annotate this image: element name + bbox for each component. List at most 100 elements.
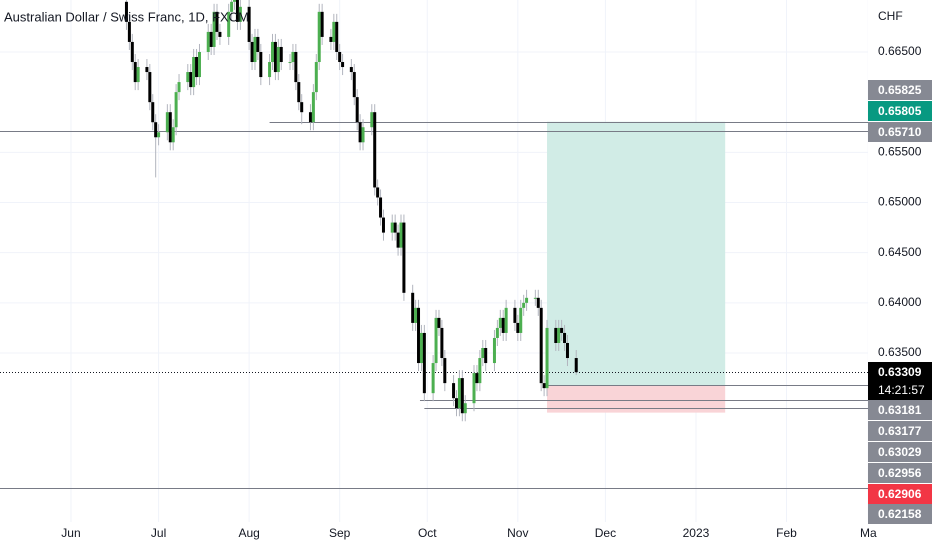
candle-body xyxy=(501,317,505,333)
candle-body xyxy=(516,322,520,333)
x-tick-label: Dec xyxy=(595,526,616,540)
candle-body xyxy=(554,327,558,343)
candle-body xyxy=(136,67,140,83)
candle-body xyxy=(130,41,134,63)
candle-body xyxy=(454,398,458,409)
candle-body xyxy=(437,317,441,328)
candle-body xyxy=(393,222,397,233)
candle-body xyxy=(402,222,406,293)
candle-body xyxy=(440,327,444,359)
candle-body xyxy=(233,0,237,2)
price-badge-label: 0.62956 xyxy=(878,466,922,480)
candle-body xyxy=(475,373,479,384)
candle-body xyxy=(273,41,277,73)
price-badge xyxy=(868,362,932,400)
price-badge-label: 0.63029 xyxy=(878,445,922,459)
price-lines xyxy=(0,122,868,489)
price-badge-label: 0.65710 xyxy=(878,125,922,139)
candle-body xyxy=(460,378,464,414)
candle-body xyxy=(498,317,502,328)
candle-body xyxy=(519,307,523,333)
price-badge-label: 0.63309 xyxy=(878,365,922,379)
profit-zone xyxy=(547,121,726,386)
candle-body xyxy=(355,97,359,123)
candle-body xyxy=(157,132,161,138)
candle-body xyxy=(151,102,155,123)
price-badge-label: 0.62906 xyxy=(878,487,922,501)
price-badge xyxy=(868,80,932,100)
candle-body xyxy=(206,31,210,52)
candle-body xyxy=(560,327,564,333)
candle-body xyxy=(197,51,201,78)
candle-body xyxy=(513,307,517,323)
price-badge-label: 0.62158 xyxy=(878,507,922,521)
y-tick-label: 0.64000 xyxy=(878,295,922,309)
candle-body xyxy=(212,11,216,47)
price-badge-label: 0.63177 xyxy=(878,424,922,438)
position-tool xyxy=(547,121,726,413)
candle-body xyxy=(414,307,418,323)
candle-body xyxy=(270,41,274,63)
chart-title: Australian Dollar / Swiss Franc, 1D, FXC… xyxy=(4,9,249,24)
candle-body xyxy=(215,11,219,32)
candle-body xyxy=(463,403,467,414)
candle-body xyxy=(235,0,239,22)
axes: Jun Jul Aug Sep Oct Nov Dec 2023 Feb Ma 0.66500 0.6… xyxy=(61,44,932,540)
price-badge xyxy=(868,101,932,121)
candle-body xyxy=(478,358,482,384)
candle-body xyxy=(399,222,403,248)
candle-body xyxy=(288,62,292,64)
candle-body xyxy=(338,51,342,63)
y-tick-label: 0.64500 xyxy=(878,245,922,259)
price-badge xyxy=(868,484,932,504)
candle-body xyxy=(230,1,234,12)
candle-body xyxy=(565,342,569,359)
candle-body xyxy=(174,92,178,128)
x-tick-label: Sep xyxy=(329,526,351,540)
candle-body xyxy=(124,1,128,22)
candle-body xyxy=(381,217,385,233)
price-badge-label: 0.65805 xyxy=(878,104,922,118)
price-badge xyxy=(868,400,932,420)
candle-body xyxy=(417,307,421,364)
candle-body xyxy=(276,46,280,73)
candle-body xyxy=(542,383,546,389)
candle-body xyxy=(563,332,567,343)
candle-body xyxy=(539,307,543,384)
candle-body xyxy=(522,302,526,308)
x-tick-label: Oct xyxy=(418,526,437,540)
candle-body xyxy=(492,337,496,364)
y-tick-label: 0.66500 xyxy=(878,44,922,58)
candle-body xyxy=(574,358,578,373)
candle-body xyxy=(209,31,213,47)
candle-body xyxy=(294,51,298,83)
candle-body xyxy=(434,317,438,364)
candle-body xyxy=(279,46,283,63)
candle-body xyxy=(259,51,263,78)
grid xyxy=(0,0,869,522)
x-tick-label: Nov xyxy=(507,526,528,540)
candle-body xyxy=(457,378,461,409)
candle-body xyxy=(452,383,456,399)
candle-body xyxy=(227,11,231,37)
candle-body xyxy=(396,232,400,248)
candle-body xyxy=(133,62,137,83)
x-tick-label: Jun xyxy=(61,526,80,540)
candle-body xyxy=(352,72,356,98)
candle-body xyxy=(308,112,312,123)
x-tick-label: Feb xyxy=(776,526,797,540)
candle-body xyxy=(504,307,508,333)
candle-body xyxy=(358,122,362,143)
countdown: 14:21:57 xyxy=(878,383,925,397)
candle-body xyxy=(431,363,435,394)
candle-body xyxy=(253,36,257,63)
candle-body xyxy=(168,112,172,143)
candle-body xyxy=(145,67,149,73)
price-badge-label: 0.63181 xyxy=(878,403,922,417)
candle-body xyxy=(256,36,260,52)
price-badge xyxy=(868,504,932,524)
candle-body xyxy=(165,112,169,133)
price-badge xyxy=(868,442,932,462)
